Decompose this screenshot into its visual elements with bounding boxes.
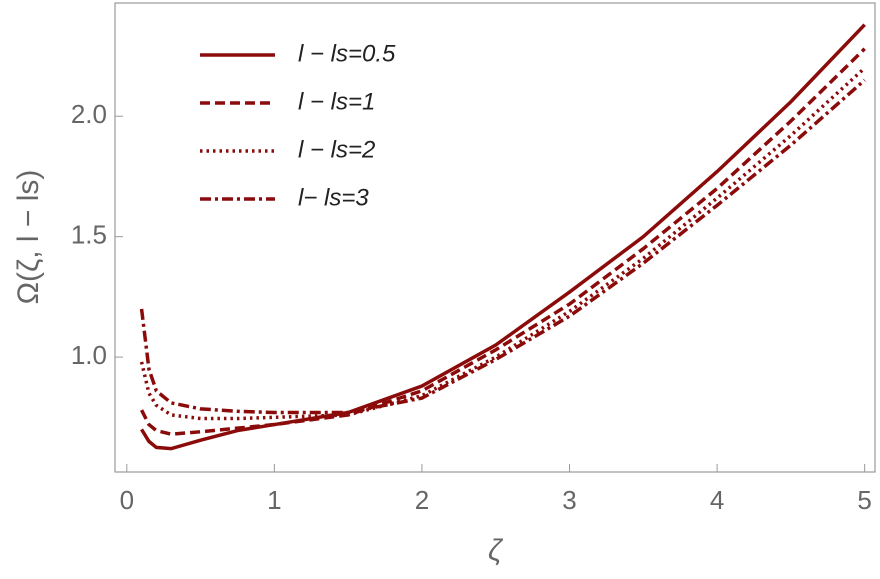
y-tick-label: 2.0 [71, 99, 107, 129]
series-line [140, 47, 866, 436]
x-axis-label: ζ [488, 534, 504, 567]
y-tick-label: 1.5 [71, 220, 107, 250]
legend-label: l − ls=2 [298, 136, 375, 163]
x-tick-label: 2 [415, 485, 429, 515]
legend-label: l − ls=0.5 [298, 40, 396, 67]
x-tick-label: 0 [120, 485, 134, 515]
series-line [140, 23, 866, 451]
plot-frame [114, 2, 876, 473]
legend-label: l− ls=3 [298, 184, 369, 211]
legend-label: l − ls=1 [298, 88, 375, 115]
x-tick-label: 1 [267, 485, 281, 515]
x-tick-label: 5 [857, 485, 871, 515]
series-line [139, 66, 866, 421]
y-tick-label: 1.0 [71, 340, 107, 370]
x-tick-label: 3 [562, 485, 576, 515]
x-tick-label: 4 [710, 485, 724, 515]
y-axis-label: Ω(ζ, l − ls) [12, 170, 45, 305]
series-line [139, 78, 866, 415]
